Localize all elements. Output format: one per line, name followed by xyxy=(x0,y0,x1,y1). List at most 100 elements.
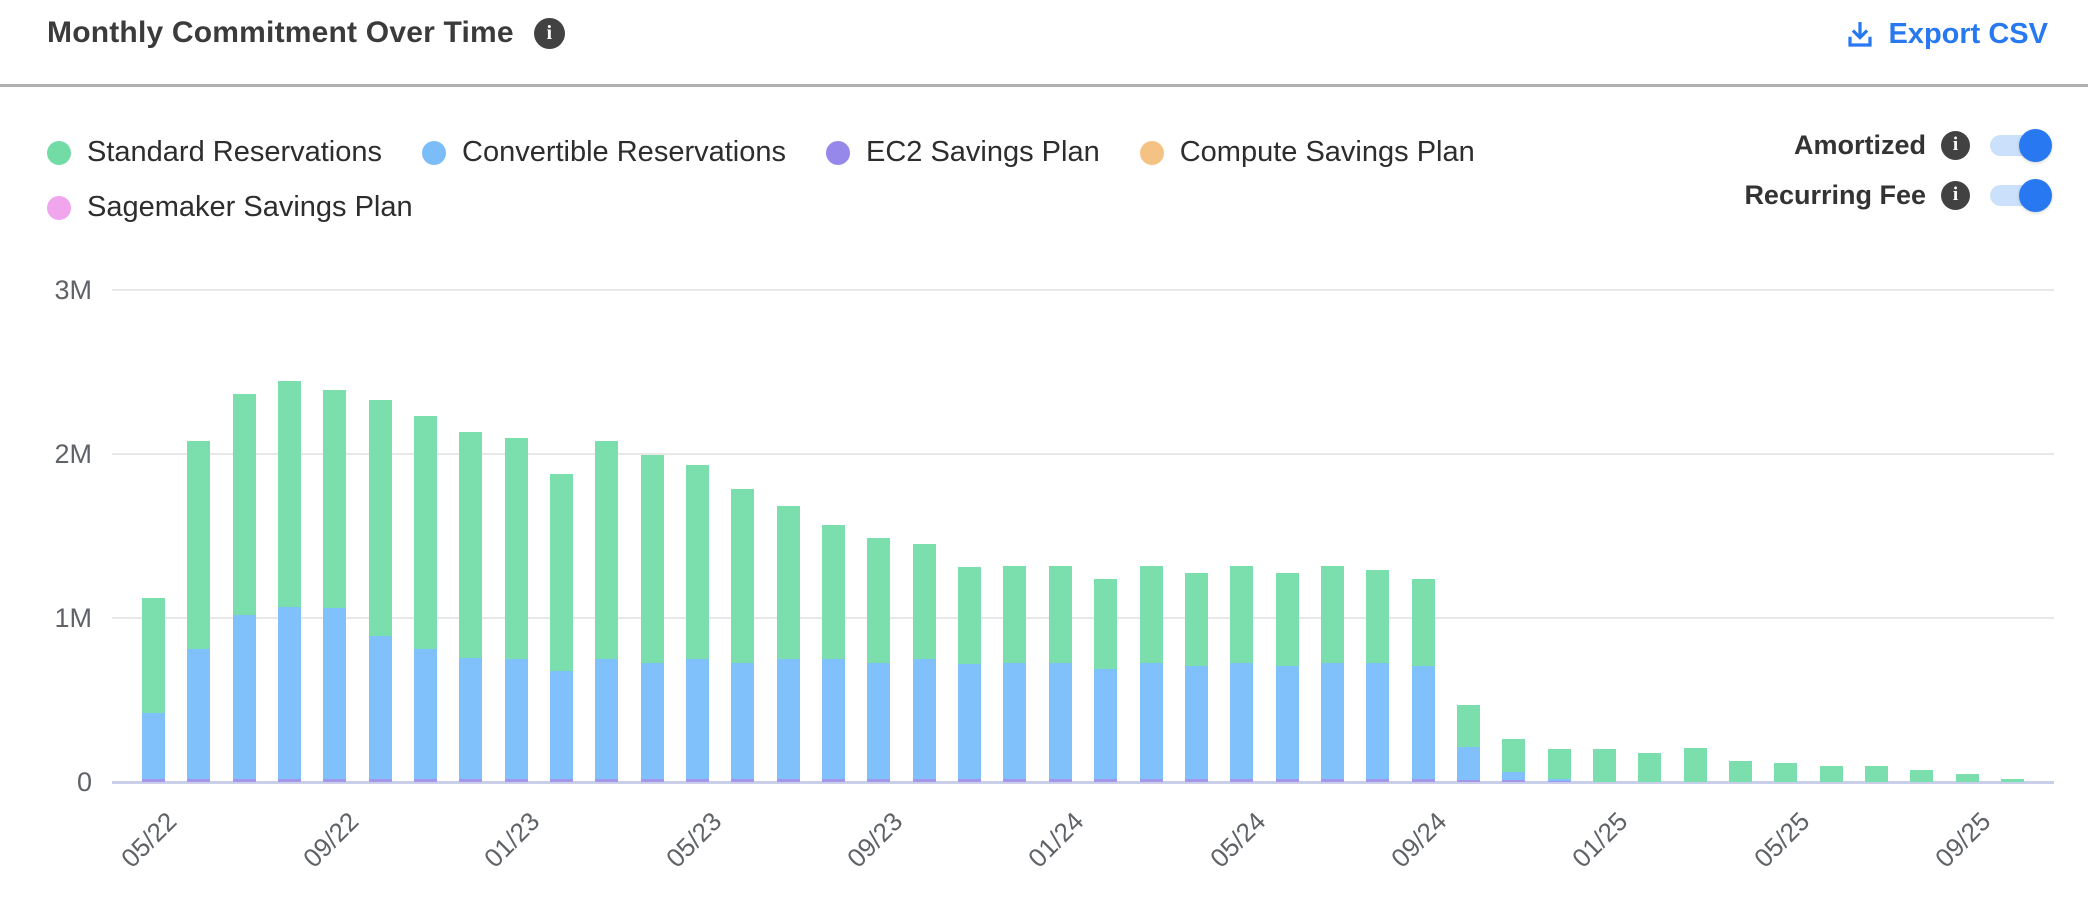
bar-segment-convertible-reservations xyxy=(822,659,845,779)
info-icon[interactable]: i xyxy=(1941,180,1970,210)
bar-segment-standard-reservations xyxy=(686,465,709,659)
bar-segment-convertible-reservations xyxy=(459,658,482,779)
bar-segment-convertible-reservations xyxy=(369,636,392,779)
legend-item-convertible-reservations[interactable]: Convertible Reservations xyxy=(422,136,786,169)
info-icon[interactable]: i xyxy=(1941,130,1970,160)
bar-segment-convertible-reservations xyxy=(777,659,800,779)
legend-item-compute-savings-plan[interactable]: Compute Savings Plan xyxy=(1139,136,1475,169)
bar-segment-convertible-reservations xyxy=(1548,779,1571,781)
bar-segment-convertible-reservations xyxy=(414,649,437,779)
bar-segment-standard-reservations xyxy=(187,441,210,649)
bar-09/25 xyxy=(1956,774,1979,782)
bar-segment-standard-reservations xyxy=(1729,761,1752,782)
bar-segment-standard-reservations xyxy=(323,390,346,608)
bar-07/24 xyxy=(1321,566,1344,782)
x-tick-label: 09/22 xyxy=(296,806,365,874)
y-tick-label: 3M xyxy=(54,275,92,305)
bar-segment-ec2-savings-plan xyxy=(641,779,664,782)
bar-segment-standard-reservations xyxy=(369,400,392,636)
bar-segment-convertible-reservations xyxy=(958,664,981,779)
info-icon[interactable]: i xyxy=(533,17,565,49)
bar-05/24 xyxy=(1230,566,1253,782)
toggle-knob xyxy=(2019,128,2052,162)
bar-05/23 xyxy=(686,465,709,782)
bar-segment-standard-reservations xyxy=(641,455,664,663)
bar-06/23 xyxy=(731,489,754,782)
legend-item-standard-reservations[interactable]: Standard Reservations xyxy=(47,136,382,169)
export-csv-button[interactable]: Export CSV xyxy=(1844,18,2048,51)
y-tick-label: 2M xyxy=(54,439,92,469)
bar-08/23 xyxy=(822,525,845,782)
bar-03/25 xyxy=(1684,748,1707,782)
bar-segment-ec2-savings-plan xyxy=(323,779,346,782)
x-tick-label: 01/24 xyxy=(1022,806,1090,874)
bar-segment-convertible-reservations xyxy=(1094,669,1117,779)
recurring-fee-toggle[interactable] xyxy=(1990,178,2052,212)
bar-segment-standard-reservations xyxy=(233,394,256,615)
bar-segment-ec2-savings-plan xyxy=(595,779,618,782)
gridline-1M xyxy=(112,617,2054,619)
legend-item-sagemaker-savings-plan[interactable]: Sagemaker Savings Plan xyxy=(47,191,413,224)
bar-segment-standard-reservations xyxy=(1502,739,1525,772)
x-tick-label: 05/22 xyxy=(115,806,183,874)
bar-segment-standard-reservations xyxy=(1548,749,1571,779)
bar-09/23 xyxy=(867,538,890,782)
bar-segment-ec2-savings-plan xyxy=(369,779,392,782)
bar-segment-convertible-reservations xyxy=(1049,663,1072,779)
bar-segment-standard-reservations xyxy=(913,544,936,659)
bar-segment-standard-reservations xyxy=(1865,766,1888,782)
bar-segment-convertible-reservations xyxy=(1140,663,1163,779)
bar-segment-ec2-savings-plan xyxy=(1412,779,1435,782)
amortized-toggle[interactable] xyxy=(1990,128,2052,162)
bar-segment-standard-reservations xyxy=(1910,770,1933,782)
gridline-3M xyxy=(112,289,2054,291)
bar-11/22 xyxy=(414,416,437,782)
bar-07/25 xyxy=(1865,766,1888,782)
bar-segment-ec2-savings-plan xyxy=(1276,779,1299,782)
x-tick-label: 05/25 xyxy=(1747,806,1816,874)
bar-segment-ec2-savings-plan xyxy=(1366,779,1389,782)
bar-segment-standard-reservations xyxy=(459,432,482,658)
card-header: Monthly Commitment Over Time i xyxy=(47,16,565,50)
bar-01/24 xyxy=(1049,566,1072,782)
bar-segment-ec2-savings-plan xyxy=(913,779,936,782)
gridline-2M xyxy=(112,453,2054,455)
bar-06/22 xyxy=(187,441,210,782)
toggle-knob xyxy=(2019,178,2052,212)
bar-segment-standard-reservations xyxy=(777,506,800,659)
bar-segment-convertible-reservations xyxy=(1457,747,1480,780)
bar-segment-standard-reservations xyxy=(1366,570,1389,663)
toggle-row-amortized: Amortized i xyxy=(1794,128,2054,162)
bar-segment-convertible-reservations xyxy=(1003,663,1026,779)
bar-segment-standard-reservations xyxy=(958,567,981,664)
bar-segment-standard-reservations xyxy=(1956,774,1979,782)
bar-segment-ec2-savings-plan xyxy=(1140,779,1163,782)
bar-segment-ec2-savings-plan xyxy=(142,779,165,782)
bar-segment-convertible-reservations xyxy=(1276,666,1299,779)
bar-segment-ec2-savings-plan xyxy=(1049,779,1072,782)
bar-segment-convertible-reservations xyxy=(1185,666,1208,779)
bar-02/25 xyxy=(1638,753,1661,782)
legend-item-ec2-savings-plan[interactable]: EC2 Savings Plan xyxy=(825,136,1100,169)
x-tick-label: 09/25 xyxy=(1929,806,1997,874)
bar-07/22 xyxy=(233,394,256,782)
bar-segment-ec2-savings-plan xyxy=(233,779,256,782)
bar-segment-standard-reservations xyxy=(1638,753,1661,782)
bar-segment-ec2-savings-plan xyxy=(822,779,845,782)
bar-10/23 xyxy=(913,544,936,782)
bar-04/24 xyxy=(1185,573,1208,782)
bar-segment-standard-reservations xyxy=(1457,705,1480,747)
bar-segment-ec2-savings-plan xyxy=(731,779,754,782)
x-axis-line xyxy=(112,781,2054,784)
bar-segment-standard-reservations xyxy=(1684,748,1707,782)
bar-segment-standard-reservations xyxy=(1412,579,1435,666)
export-csv-label: Export CSV xyxy=(1888,18,2048,50)
bar-03/23 xyxy=(595,441,618,782)
toggle-label: Amortized xyxy=(1793,129,1926,160)
bar-segment-standard-reservations xyxy=(1820,766,1843,782)
bar-12/23 xyxy=(1003,566,1026,782)
legend-label: Convertible Reservations xyxy=(462,136,786,168)
page-title: Monthly Commitment Over Time xyxy=(47,16,514,49)
bar-segment-ec2-savings-plan xyxy=(1094,779,1117,782)
